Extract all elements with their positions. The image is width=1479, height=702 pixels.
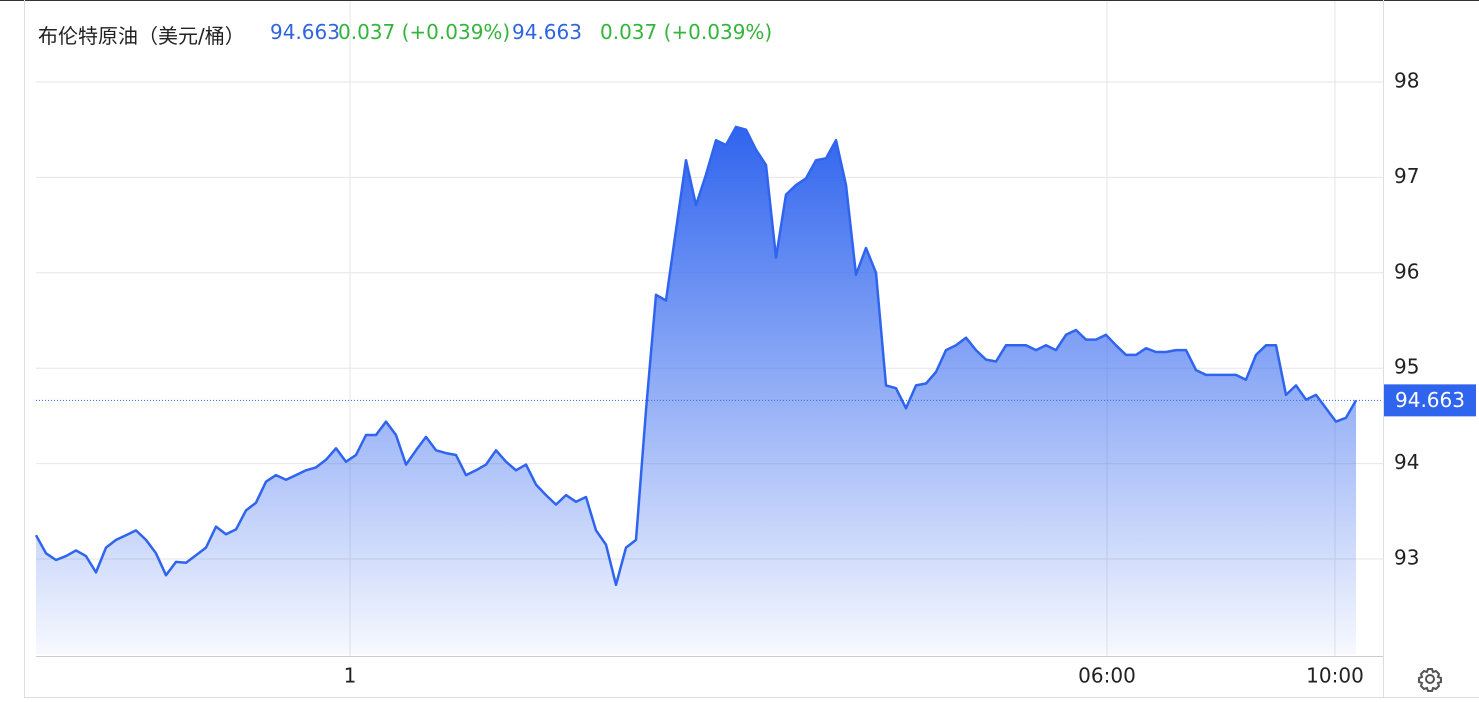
y-tick-label: 96 — [1394, 259, 1419, 283]
settings-icon[interactable] — [1418, 668, 1442, 692]
area-fill — [36, 126, 1356, 655]
y-tick-label: 94 — [1394, 450, 1419, 474]
last-price-tag — [1384, 384, 1476, 417]
last-price-label: 94.663 — [1395, 388, 1465, 412]
x-tick-label: 06:00 — [1078, 664, 1136, 688]
price-line — [34, 125, 1358, 587]
header-text: 94.663 — [270, 20, 340, 44]
y-tick-label: 98 — [1394, 69, 1419, 93]
y-tick-label: 93 — [1394, 546, 1419, 570]
header-text: 0.037 (+0.039%) — [338, 20, 511, 44]
x-tick-label: 1 — [344, 664, 357, 688]
header-text: 94.663 — [512, 20, 582, 44]
y-tick-label: 97 — [1394, 164, 1419, 188]
header-text: 布伦特原油（美元/桶） — [38, 24, 245, 48]
y-tick-label: 95 — [1394, 355, 1419, 379]
x-tick-label: 10:00 — [1306, 664, 1364, 688]
header-text: 0.037 (+0.039%) — [600, 20, 773, 44]
